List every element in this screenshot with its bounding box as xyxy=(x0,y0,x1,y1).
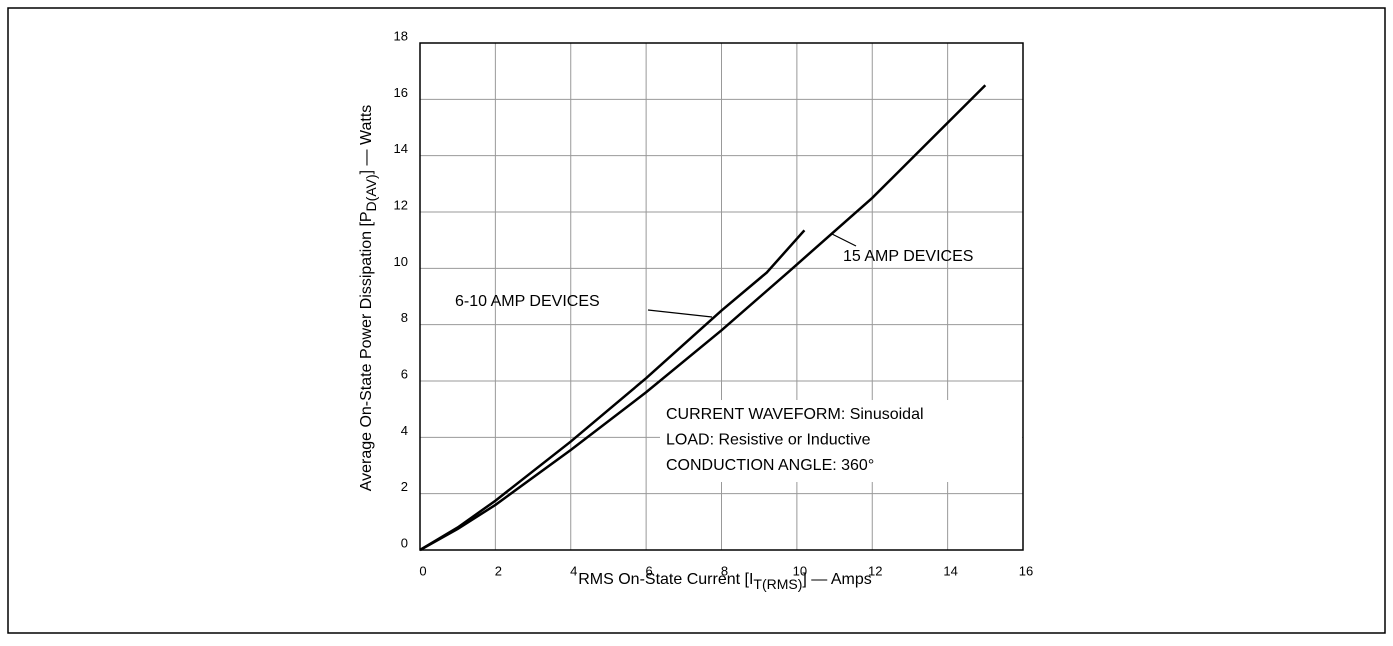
plot-border xyxy=(419,42,1024,551)
axis-label-part: T(RMS) xyxy=(753,576,802,592)
y-tick-label: 12 xyxy=(394,197,408,212)
y-tick-label: 8 xyxy=(401,310,408,325)
frame xyxy=(7,7,1386,634)
x-tick-label: 10 xyxy=(793,563,807,578)
series-label: 15 AMP DEVICES xyxy=(843,248,973,265)
annotation-box xyxy=(660,400,1022,482)
y-tick-label: 14 xyxy=(394,141,408,156)
y-tick-label: 0 xyxy=(401,535,408,550)
annotation: CURRENT WAVEFORM: Sinusoidal xyxy=(666,406,924,423)
annotation: CONDUCTION ANGLE: 360° xyxy=(666,457,874,474)
leader-line xyxy=(831,233,857,247)
axis-label-part: Average On-State Power Dissipation [P xyxy=(358,211,375,491)
x-tick-label: 2 xyxy=(495,563,502,578)
axis-label-part: ] — Watts xyxy=(358,105,375,175)
axis-label-part: D(AV) xyxy=(363,174,379,211)
y-tick-label: 18 xyxy=(394,28,408,43)
x-tick-label: 14 xyxy=(943,563,957,578)
y-tick-label: 16 xyxy=(394,85,408,100)
series-label: 6-10 AMP DEVICES xyxy=(455,293,600,310)
y-tick-label: 10 xyxy=(394,254,408,269)
y-tick-label: 4 xyxy=(401,423,408,438)
leader-line xyxy=(647,309,713,318)
x-tick-label: 0 xyxy=(419,563,426,578)
x-tick-label: 16 xyxy=(1019,563,1033,578)
x-tick-label: 6 xyxy=(646,563,653,578)
series-line xyxy=(419,229,806,552)
x-tick-label: 8 xyxy=(721,563,728,578)
y-tick-label: 2 xyxy=(401,479,408,494)
annotation: LOAD: Resistive or Inductive xyxy=(666,432,871,449)
axis-label: Average On-State Power Dissipation [PD(A… xyxy=(358,105,378,492)
series-line xyxy=(419,84,987,552)
axis-label: RMS On-State Current [IT(RMS)] — Amps xyxy=(578,571,872,591)
y-tick-label: 6 xyxy=(401,366,408,381)
x-tick-label: 4 xyxy=(570,563,577,578)
axis-label-part: RMS On-State Current [I xyxy=(578,571,753,588)
axis-label-part: ] — Amps xyxy=(802,571,871,588)
x-tick-label: 12 xyxy=(868,563,882,578)
